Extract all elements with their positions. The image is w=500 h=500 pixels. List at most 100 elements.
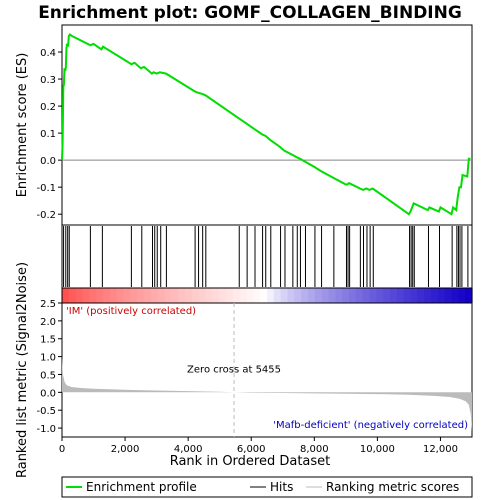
colorbar-segment bbox=[396, 288, 405, 303]
rank-y-tick-label: 1.5 bbox=[40, 335, 56, 346]
es-y-tick-label: 0.1 bbox=[40, 129, 56, 140]
legend-enrichment-label: Enrichment profile bbox=[86, 480, 197, 494]
colorbar-segment bbox=[308, 288, 316, 303]
colorbar-segment bbox=[287, 288, 295, 303]
colorbar-segment bbox=[267, 288, 275, 303]
colorbar-segment bbox=[390, 288, 398, 303]
es-y-tick-label: -0.1 bbox=[36, 183, 56, 194]
colorbar-segment bbox=[205, 288, 213, 303]
colorbar-segment bbox=[89, 288, 97, 303]
colorbar-segment bbox=[239, 288, 248, 303]
rank-y-axis-label: Ranked list metric (Signal2Noise) bbox=[15, 262, 30, 478]
es-y-tick-label: 0.2 bbox=[40, 102, 56, 113]
colorbar-segment bbox=[116, 288, 125, 303]
colorbar-segment bbox=[144, 288, 152, 303]
colorbar-segment bbox=[253, 288, 261, 303]
legend-hits-label: Hits bbox=[270, 480, 293, 494]
colorbar-segment bbox=[219, 288, 227, 303]
colorbar-segment bbox=[62, 288, 70, 303]
legend-box bbox=[61, 476, 473, 498]
colorbar-segment bbox=[212, 288, 220, 303]
hits-panel bbox=[61, 224, 473, 289]
colorbar-segment bbox=[431, 288, 439, 303]
ranking-metric-area bbox=[62, 356, 472, 432]
rank-y-ticks: -1.0 -0.5 0.0 0.5 1.0 1.5 2.0 2.5 bbox=[36, 299, 62, 435]
es-plot-area bbox=[61, 24, 473, 226]
colorbar-segment bbox=[191, 288, 200, 303]
colorbar-segment bbox=[342, 288, 350, 303]
rank-y-tick-label: -0.5 bbox=[36, 406, 56, 417]
colorbar-segment bbox=[335, 288, 343, 303]
colorbar-segment bbox=[273, 288, 282, 303]
rank-plot-area bbox=[61, 302, 473, 438]
es-y-tick-label: -0.2 bbox=[36, 210, 56, 221]
colorbar-segment bbox=[451, 288, 459, 303]
rank-y-tick-label: 1.0 bbox=[40, 353, 56, 364]
x-axis-label: Rank in Ordered Dataset bbox=[170, 454, 331, 469]
rank-x-tick-label: 8,000 bbox=[300, 444, 329, 455]
es-y-tick-label: 0.4 bbox=[40, 48, 56, 59]
rank-x-tick-label: 6,000 bbox=[237, 444, 266, 455]
colorbar-segment bbox=[68, 288, 77, 303]
positive-correlation-label: 'IM' (positively correlated) bbox=[66, 306, 196, 317]
colorbar-segment bbox=[109, 288, 118, 303]
rank-x-tick-label: 4,000 bbox=[174, 444, 203, 455]
colorbar-segment bbox=[75, 288, 84, 303]
rank-x-ticks: 0 2,000 4,000 6,000 8,000 10,000 12,000 bbox=[59, 437, 458, 455]
rank-x-tick-label: 12,000 bbox=[423, 444, 458, 455]
rank-y-tick-label: 2.0 bbox=[40, 317, 56, 328]
rank-panel: -1.0 -0.5 0.0 0.5 1.0 1.5 2.0 2.5 0 2,000 4,000 6,… bbox=[15, 262, 473, 478]
colorbar-segment bbox=[314, 288, 323, 303]
hits-plot-area bbox=[61, 224, 473, 289]
rank-x-tick-label: 10,000 bbox=[360, 444, 395, 455]
colorbar-segment bbox=[294, 288, 302, 303]
colorbar-segment bbox=[96, 288, 104, 303]
colorbar-segment bbox=[157, 288, 166, 303]
es-y-axis-label: Enrichment score (ES) bbox=[15, 53, 30, 198]
enrichment-profile-line bbox=[61, 33, 471, 216]
colorbar-segment bbox=[437, 288, 446, 303]
chart-title: Enrichment plot: GOMF_COLLAGEN_BINDING bbox=[38, 3, 462, 23]
rank-x-tick-label: 2,000 bbox=[111, 444, 140, 455]
colorbar-segment bbox=[150, 288, 159, 303]
colorbar-segment bbox=[246, 288, 254, 303]
colorbar-segment bbox=[171, 288, 179, 303]
colorbar-segment bbox=[417, 288, 425, 303]
es-y-tick-label: 0.0 bbox=[40, 156, 56, 167]
colorbar-segment bbox=[424, 288, 432, 303]
colorbar-segment bbox=[355, 288, 364, 303]
negative-correlation-label: 'Mafb-deficient' (negatively correlated) bbox=[273, 420, 468, 431]
colorbar-segment bbox=[185, 288, 193, 303]
rank-y-tick-label: 2.5 bbox=[40, 299, 56, 310]
legend-ranking-label: Ranking metric scores bbox=[326, 480, 459, 494]
colorbar-segment bbox=[130, 288, 138, 303]
colorbar-segment bbox=[362, 288, 371, 303]
colorbar-segment bbox=[349, 288, 357, 303]
colorbar-segment bbox=[301, 288, 309, 303]
zero-cross-label: Zero cross at 5455 bbox=[187, 365, 281, 376]
es-y-tick-label: 0.3 bbox=[40, 75, 56, 86]
ranking-colorbar bbox=[61, 287, 473, 304]
colorbar-segment bbox=[103, 288, 111, 303]
colorbar-segment bbox=[465, 288, 473, 303]
colorbar-segment bbox=[178, 288, 186, 303]
colorbar-segment bbox=[232, 288, 241, 303]
colorbar-segment bbox=[321, 288, 330, 303]
colorbar-segment bbox=[280, 288, 289, 303]
colorbar-segment bbox=[458, 288, 466, 303]
colorbar-segment bbox=[328, 288, 336, 303]
es-y-ticks: -0.2 -0.1 0.0 0.1 0.2 0.3 0.4 bbox=[36, 48, 62, 221]
colorbar-segment bbox=[403, 288, 412, 303]
colorbar-segment bbox=[137, 288, 145, 303]
colorbar-segment bbox=[383, 288, 391, 303]
colorbar-segment bbox=[444, 288, 453, 303]
legend: Enrichment profile Hits Ranking metric s… bbox=[61, 476, 473, 498]
hit-marks bbox=[63, 226, 469, 287]
es-panel: -0.2 -0.1 0.0 0.1 0.2 0.3 0.4 Enrichment score… bbox=[15, 24, 473, 226]
colorbar-segment bbox=[226, 288, 234, 303]
colorbar-segment bbox=[82, 288, 90, 303]
rank-y-tick-label: 0.5 bbox=[40, 370, 56, 381]
rank-y-tick-label: -1.0 bbox=[36, 424, 56, 435]
rank-x-tick-label: 0 bbox=[59, 444, 65, 455]
